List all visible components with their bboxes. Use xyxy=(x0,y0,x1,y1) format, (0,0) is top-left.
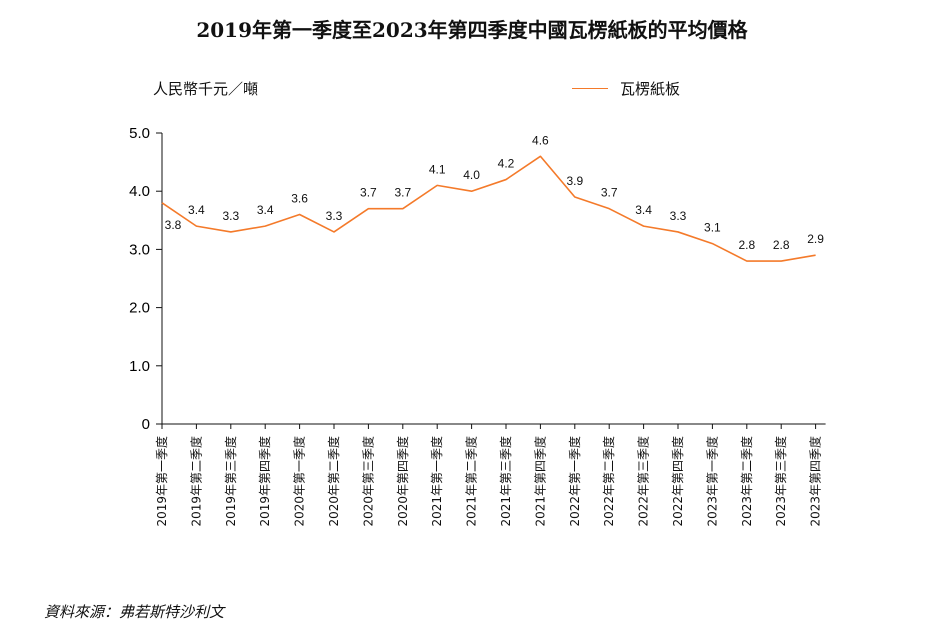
data-label: 3.9 xyxy=(566,174,583,188)
x-tick-label: 2023年第一季度 xyxy=(704,436,719,527)
chart-title: 2019年第一季度至2023年第四季度中國瓦楞紙板的平均價格 xyxy=(196,18,748,42)
x-tick-label: 2020年第三季度 xyxy=(360,436,375,527)
data-label: 3.7 xyxy=(394,186,411,200)
data-label: 3.4 xyxy=(257,203,274,217)
data-label: 3.3 xyxy=(670,209,687,223)
x-tick-label: 2019年第一季度 xyxy=(154,436,169,527)
x-tick-label: 2023年第二季度 xyxy=(739,436,754,527)
x-tick-label: 2021年第三季度 xyxy=(498,436,513,527)
data-label: 2.9 xyxy=(807,232,824,246)
x-tick-label: 2022年第三季度 xyxy=(636,436,651,527)
data-label: 3.7 xyxy=(601,186,618,200)
data-label: 3.1 xyxy=(704,221,721,235)
data-label: 3.3 xyxy=(326,209,343,223)
x-tick-label: 2020年第一季度 xyxy=(292,436,307,527)
data-label: 3.7 xyxy=(360,186,377,200)
y-tick-label: 3.0 xyxy=(129,241,150,258)
x-tick-label: 2023年第三季度 xyxy=(773,436,788,527)
x-tick-label: 2023年第四季度 xyxy=(808,436,823,527)
source-note: 資料來源：弗若斯特沙利文 xyxy=(44,603,225,621)
data-label: 3.8 xyxy=(165,218,182,232)
x-tick-label: 2020年第二季度 xyxy=(326,436,341,527)
data-label: 4.2 xyxy=(498,157,515,171)
data-label: 3.4 xyxy=(635,203,652,217)
data-label: 2.8 xyxy=(773,238,790,252)
legend-label: 瓦楞紙板 xyxy=(620,80,681,98)
x-tick-label: 2019年第二季度 xyxy=(188,436,203,527)
legend-line-swatch xyxy=(572,88,608,89)
y-tick-label: 1.0 xyxy=(129,358,150,375)
x-tick-label: 2020年第四季度 xyxy=(395,436,410,527)
y-axis-label: 人民幣千元／噸 xyxy=(153,80,259,98)
y-tick-label: 4.0 xyxy=(129,183,150,200)
x-tick-label: 2021年第四季度 xyxy=(532,436,547,527)
x-tick-label: 2022年第四季度 xyxy=(670,436,685,527)
x-tick-label: 2021年第二季度 xyxy=(464,436,479,527)
x-tick-label: 2019年第三季度 xyxy=(223,436,238,527)
data-label: 3.4 xyxy=(188,203,205,217)
y-tick-label: 5.0 xyxy=(129,125,150,142)
series-line-corrugated-board xyxy=(161,155,816,262)
y-tick-label: 0 xyxy=(142,416,150,433)
legend: 瓦楞紙板 xyxy=(572,78,680,99)
data-label: 4.6 xyxy=(532,133,549,147)
x-tick-label: 2021年第一季度 xyxy=(429,436,444,527)
x-tick-label: 2022年第一季度 xyxy=(567,436,582,527)
data-label: 4.0 xyxy=(463,168,480,182)
data-label: 3.6 xyxy=(291,191,308,205)
data-label: 4.1 xyxy=(429,162,446,176)
x-tick-label: 2019年第四季度 xyxy=(257,436,272,527)
data-label: 3.3 xyxy=(222,209,239,223)
data-label: 2.8 xyxy=(738,238,755,252)
x-tick-label: 2022年第二季度 xyxy=(601,436,616,527)
y-tick-label: 2.0 xyxy=(129,300,150,317)
